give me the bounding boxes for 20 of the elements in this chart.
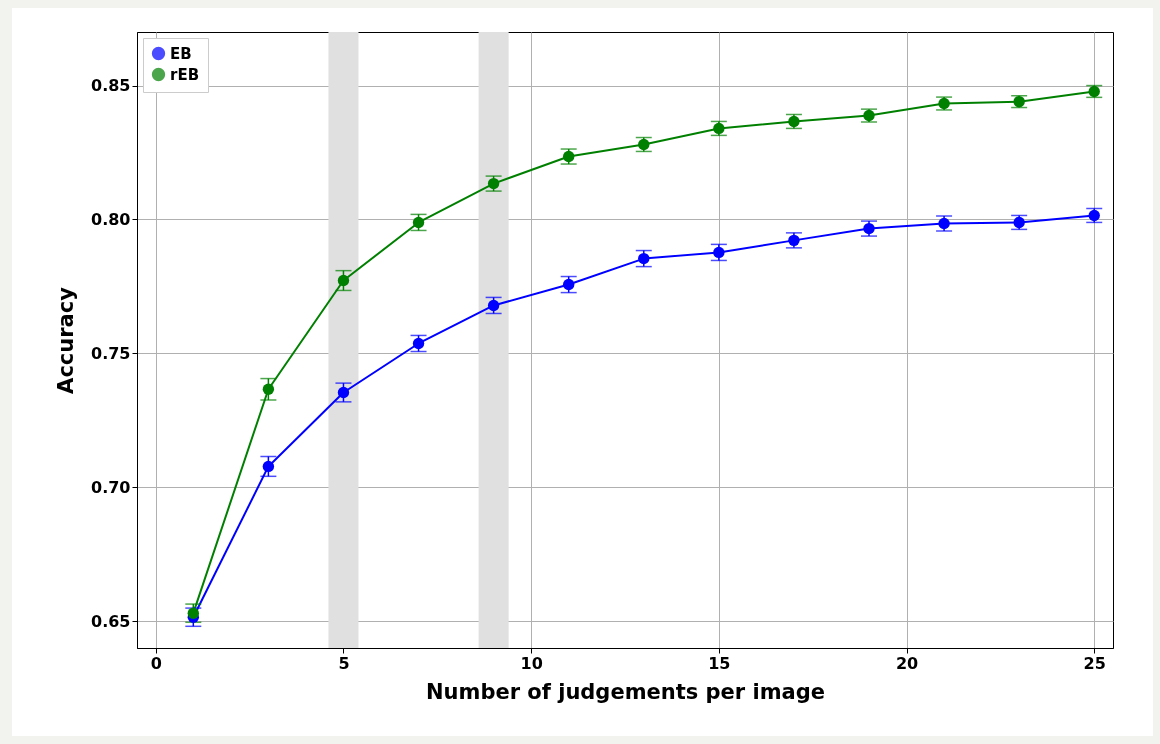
- point: [262, 383, 275, 395]
- x-axis-title: Number of judgements per image: [425, 679, 826, 704]
- y-tick-label: 0.65: [91, 611, 131, 631]
- point: [337, 386, 350, 399]
- legend-label: rEB: [170, 65, 200, 84]
- y-axis-title: Accuracy: [54, 286, 79, 394]
- point: [187, 607, 200, 619]
- y-tick-label: 0.80: [91, 209, 131, 229]
- point: [337, 274, 350, 287]
- y-tick-label: 0.75: [91, 343, 131, 363]
- x-tick-label: 20: [895, 653, 919, 673]
- x-tick-label: 0: [150, 653, 162, 673]
- point: [262, 460, 275, 473]
- x-tick-label: 15: [708, 653, 731, 673]
- x-tick-label: 10: [520, 653, 543, 673]
- legend-label: EB: [170, 44, 192, 63]
- x-tick-label: 5: [338, 653, 350, 673]
- y-tick-label: 0.85: [91, 76, 131, 96]
- y-tick-label: 0.70: [91, 477, 131, 497]
- x-tick-label: 25: [1083, 653, 1106, 673]
